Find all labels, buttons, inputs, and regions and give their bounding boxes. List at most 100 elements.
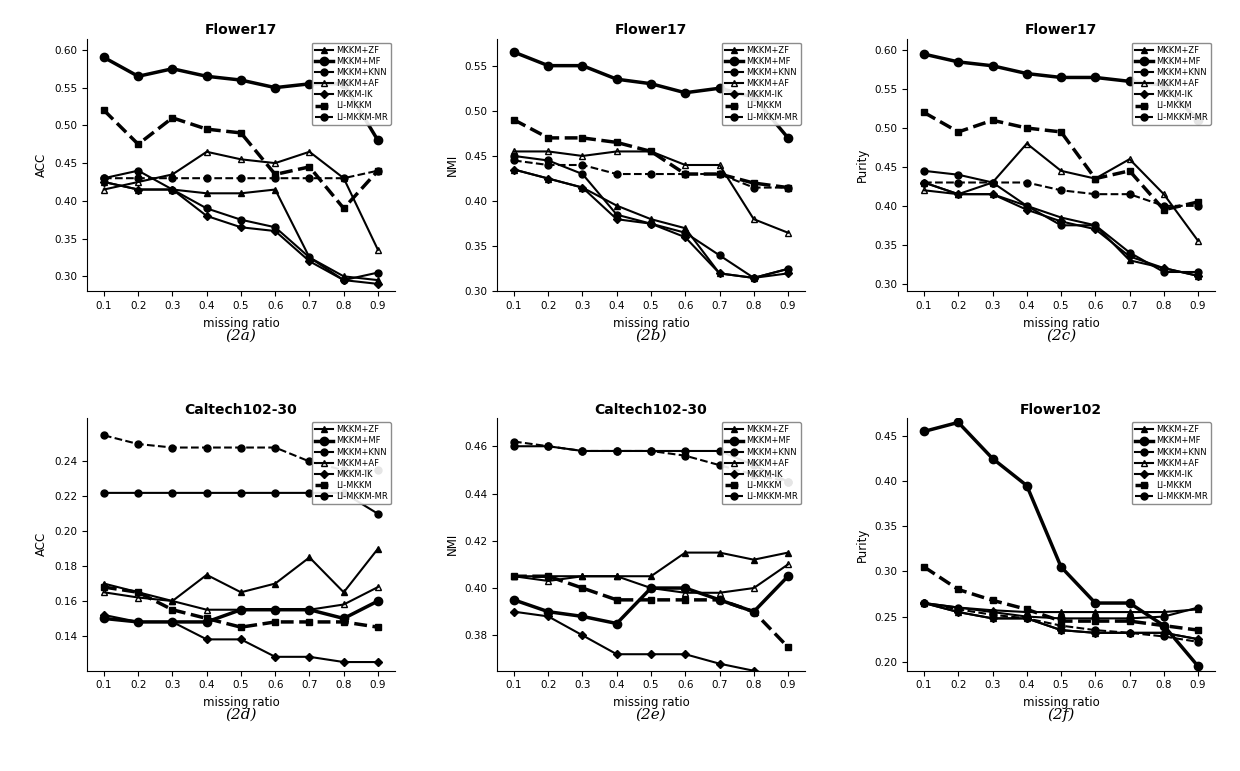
Line: LI-MKKM-MR: LI-MKKM-MR (511, 438, 791, 485)
LI-MKKM-MR (1122, 190, 1137, 199)
MKKM+MF (165, 64, 180, 73)
LI-MKKM (609, 138, 624, 147)
MKKM+ZF (678, 224, 693, 233)
MKKM+AF (541, 146, 556, 156)
Line: LI-MKKM: LI-MKKM (920, 564, 1202, 634)
MKKM+MF (1190, 662, 1205, 671)
MKKM+ZF (1190, 271, 1205, 281)
MKKM-IK (541, 611, 556, 621)
MKKM+ZF (781, 548, 796, 557)
MKKM+KNN (781, 264, 796, 274)
MKKM+MF (575, 611, 590, 621)
LI-MKKM-MR (1087, 190, 1102, 199)
Line: MKKM+AF: MKKM+AF (511, 561, 791, 596)
MKKM+MF (233, 76, 248, 85)
Line: LI-MKKM-MR: LI-MKKM-MR (511, 157, 791, 191)
LI-MKKM-MR (1157, 631, 1172, 641)
MKKM+AF (985, 614, 999, 623)
MKKM+MF (200, 618, 215, 627)
MKKM+AF (1122, 628, 1137, 638)
MKKM+KNN (712, 251, 727, 260)
LI-MKKM (985, 596, 999, 605)
MKKM-IK (165, 185, 180, 194)
Y-axis label: NMI: NMI (445, 534, 459, 555)
MKKM+MF (541, 607, 556, 616)
MKKM+AF (1019, 614, 1034, 623)
MKKM-IK (336, 275, 351, 284)
MKKM-IK (371, 279, 386, 288)
MKKM+MF (951, 57, 966, 66)
MKKM-IK (130, 618, 145, 627)
LI-MKKM-MR (130, 173, 145, 183)
MKKM+ZF (644, 571, 658, 581)
MKKM+ZF (1054, 213, 1069, 222)
MKKM+ZF (165, 185, 180, 194)
MKKM-IK (165, 618, 180, 627)
LI-MKKM-MR (303, 173, 317, 183)
LI-MKKM-MR (609, 170, 624, 179)
MKKM-IK (1157, 264, 1172, 273)
LI-MKKM-MR (268, 173, 283, 183)
MKKM+ZF (268, 185, 283, 194)
Text: (2b): (2b) (635, 328, 667, 342)
MKKM+KNN (130, 166, 145, 175)
MKKM+AF (1157, 190, 1172, 199)
MKKM+ZF (336, 271, 351, 281)
MKKM-IK (1087, 224, 1102, 234)
Line: MKKM+MF: MKKM+MF (920, 418, 1203, 671)
LI-MKKM-MR (233, 443, 248, 452)
MKKM+AF (1190, 236, 1205, 245)
LI-MKKM (712, 170, 727, 179)
MKKM+KNN (644, 219, 658, 228)
MKKM-IK (1019, 205, 1034, 214)
LI-MKKM (678, 595, 693, 604)
MKKM+KNN (1054, 614, 1069, 623)
MKKM+AF (336, 600, 351, 609)
LI-MKKM (336, 618, 351, 627)
MKKM+ZF (985, 190, 999, 199)
MKKM-IK (1190, 635, 1205, 644)
MKKM-IK (200, 211, 215, 221)
MKKM-IK (575, 631, 590, 640)
MKKM+AF (951, 190, 966, 199)
MKKM+AF (97, 588, 112, 597)
MKKM+AF (165, 170, 180, 179)
MKKM+ZF (1019, 608, 1034, 617)
MKKM+ZF (575, 183, 590, 192)
LI-MKKM-MR (746, 470, 761, 480)
Line: LI-MKKM-MR: LI-MKKM-MR (920, 179, 1202, 209)
LI-MKKM (575, 133, 590, 143)
MKKM-IK (916, 598, 931, 608)
Title: Caltech102-30: Caltech102-30 (185, 402, 298, 416)
LI-MKKM-MR (644, 170, 658, 179)
MKKM+AF (1087, 628, 1102, 638)
LI-MKKM-MR (1087, 625, 1102, 635)
MKKM+MF (97, 52, 112, 62)
MKKM-IK (1157, 628, 1172, 638)
MKKM+ZF (951, 603, 966, 612)
LI-MKKM-MR (130, 439, 145, 449)
MKKM-IK (303, 652, 317, 662)
LI-MKKM (678, 170, 693, 179)
MKKM-IK (1190, 271, 1205, 281)
LI-MKKM-MR (985, 178, 999, 187)
MKKM+KNN (916, 167, 931, 176)
LI-MKKM-MR (712, 460, 727, 470)
Line: MKKM+KNN: MKKM+KNN (920, 600, 1202, 622)
MKKM+ZF (200, 571, 215, 580)
MKKM+ZF (303, 253, 317, 262)
MKKM-IK (233, 635, 248, 644)
X-axis label: missing ratio: missing ratio (202, 696, 279, 709)
LI-MKKM (916, 562, 931, 571)
LI-MKKM (712, 595, 727, 604)
MKKM+KNN (575, 170, 590, 179)
LI-MKKM (303, 162, 317, 171)
MKKM+AF (268, 605, 283, 614)
MKKM+ZF (609, 571, 624, 581)
LI-MKKM (200, 124, 215, 133)
MKKM+KNN (336, 275, 351, 284)
MKKM+AF (609, 146, 624, 156)
LI-MKKM-MR (678, 451, 693, 460)
LI-MKKM (781, 183, 796, 192)
MKKM+MF (781, 571, 796, 581)
